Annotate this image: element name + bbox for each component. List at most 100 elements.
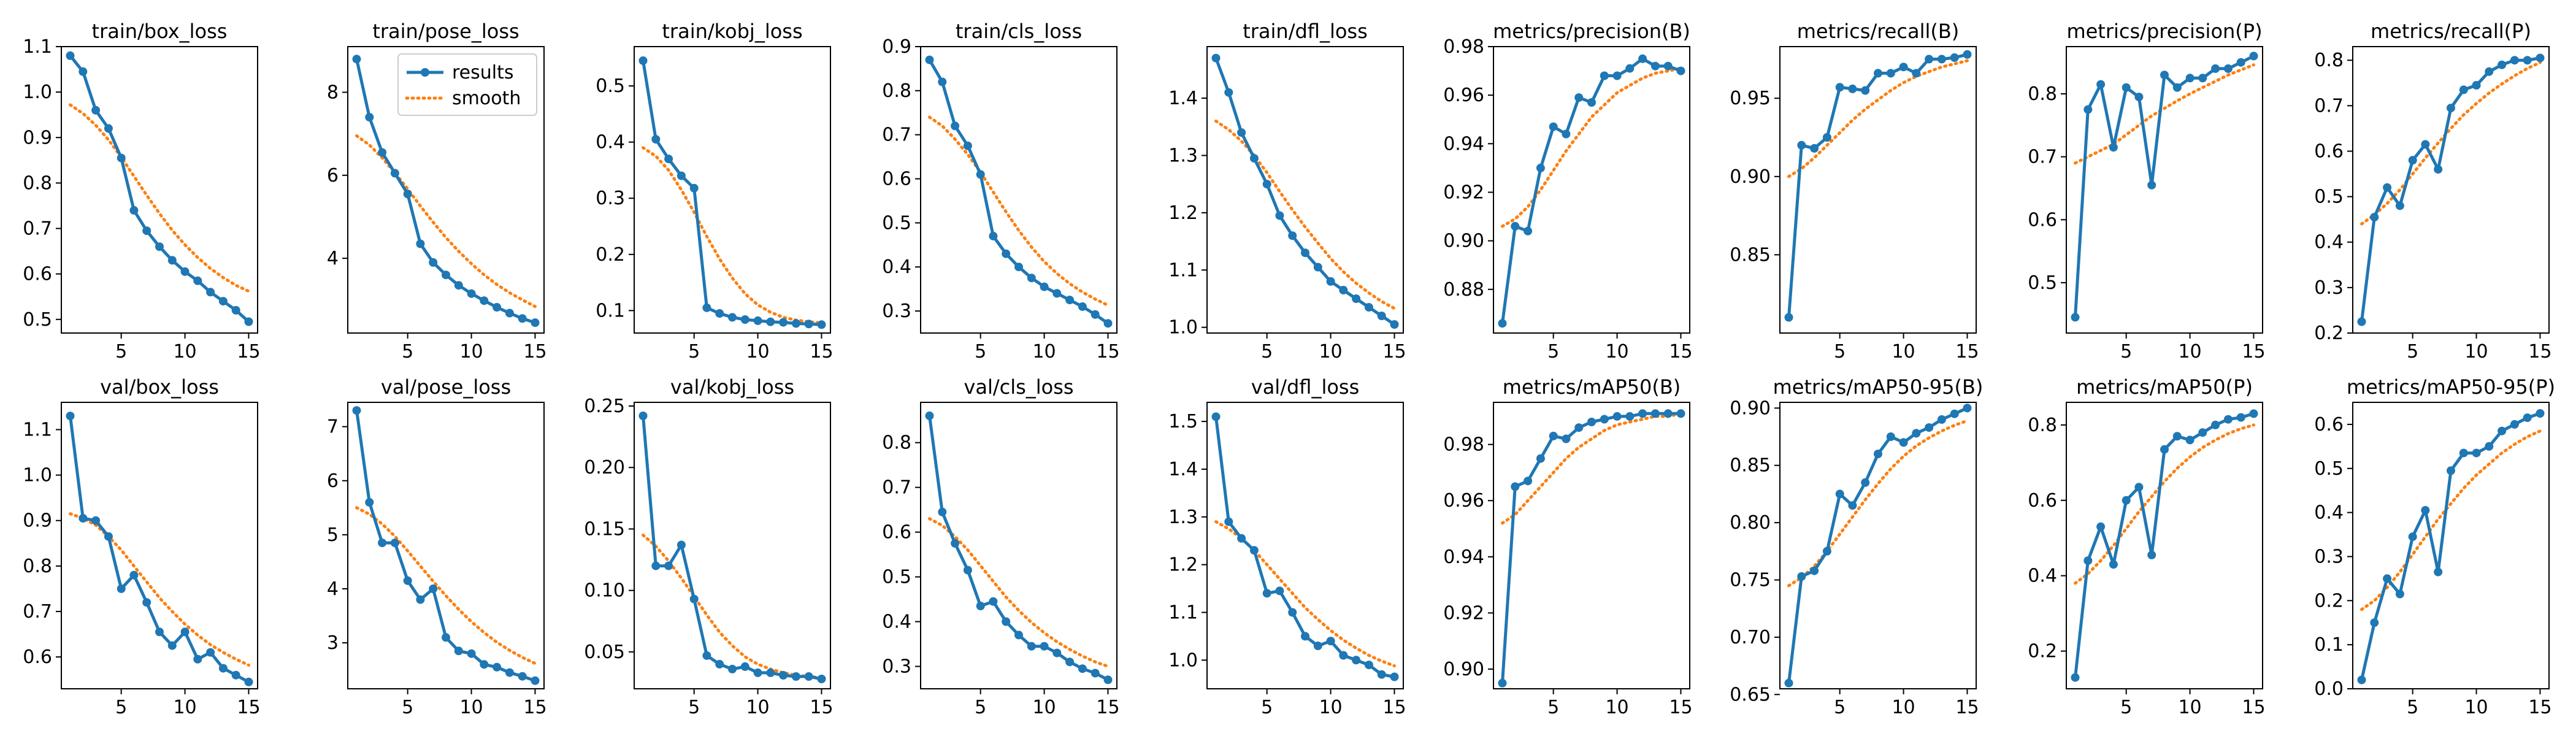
subplot-title: val/kobj_loss <box>670 375 794 399</box>
y-tick-label: 0.7 <box>23 601 52 623</box>
results-point <box>2370 213 2379 221</box>
results-point <box>1625 412 1634 421</box>
x-tick-label: 15 <box>523 341 546 362</box>
results-point <box>1638 409 1647 418</box>
y-tick-label: 3 <box>327 632 339 654</box>
results-point <box>1912 69 1920 77</box>
y-tick-label: 0.4 <box>2028 565 2057 587</box>
results-point <box>2173 432 2182 440</box>
results-point <box>454 281 463 289</box>
smooth-line <box>930 117 1108 305</box>
subplot-title: train/cls_loss <box>956 20 1082 43</box>
results-point <box>1899 63 1908 71</box>
results-point <box>206 648 215 657</box>
results-point <box>1078 302 1087 311</box>
results-point <box>1785 313 1793 322</box>
results-point <box>1339 651 1347 660</box>
results-point <box>1797 572 1806 581</box>
results-point <box>1511 482 1519 491</box>
y-tick-label: 0.3 <box>882 301 911 322</box>
results-point <box>2497 61 2506 69</box>
results-point <box>365 113 374 121</box>
legend-results-label: results <box>452 62 514 83</box>
results-point <box>1352 656 1360 664</box>
y-tick-label: 1.5 <box>1168 411 1198 432</box>
results-point <box>2109 143 2118 151</box>
results-point <box>206 288 215 296</box>
results-point <box>1899 438 1908 447</box>
results-point <box>1365 661 1373 669</box>
subplot-title: metrics/mAP50-95(P) <box>2347 375 2555 399</box>
results-point <box>91 106 100 115</box>
smooth-line <box>1503 413 1681 523</box>
axes-frame <box>1780 47 1976 333</box>
y-tick-label: 0.7 <box>23 218 52 240</box>
results-point <box>66 412 75 420</box>
results-point <box>467 289 476 298</box>
results-line <box>71 416 249 682</box>
y-tick-label: 0.96 <box>1443 85 1484 106</box>
y-tick-label: 0.3 <box>2314 277 2344 299</box>
y-tick-label: 0.5 <box>2314 458 2344 480</box>
results-point <box>353 406 361 415</box>
subplot-title: metrics/precision(P) <box>2066 20 2262 43</box>
results-point <box>1378 312 1386 320</box>
subplot-title: metrics/precision(B) <box>1493 20 1690 43</box>
results-point <box>1677 409 1685 418</box>
results-point <box>1536 454 1545 463</box>
results-point <box>1314 263 1322 272</box>
results-point <box>2134 93 2143 101</box>
y-tick-label: 0.1 <box>2314 634 2344 656</box>
results-point <box>2523 413 2532 422</box>
subplot-title: metrics/mAP50(B) <box>1503 375 1681 399</box>
results-point <box>651 562 660 570</box>
y-tick-label: 0.20 <box>584 457 625 478</box>
results-point <box>2122 496 2131 505</box>
y-tick-label: 0.5 <box>596 75 625 97</box>
subplot-metrics-recall-p: metrics/recall(P)5 10 150.20.30.40.50.60.7… <box>2314 20 2551 362</box>
results-point <box>2383 574 2391 583</box>
results-line <box>643 416 822 679</box>
results-point <box>378 148 386 157</box>
subplot-title: val/cls_loss <box>964 375 1073 399</box>
results-point <box>2096 80 2105 89</box>
y-tick-label: 0.9 <box>23 510 52 532</box>
subplot-title: metrics/recall(B) <box>1797 20 1960 43</box>
x-tick-label: 15 <box>810 697 833 718</box>
results-point <box>989 232 997 240</box>
results-point <box>2173 83 2182 92</box>
results-point <box>805 672 813 681</box>
results-point <box>1002 250 1010 258</box>
y-tick-label: 0.8 <box>2314 50 2344 71</box>
results-point <box>365 498 374 507</box>
y-tick-label: 6 <box>327 470 339 492</box>
results-point <box>1224 518 1233 526</box>
results-point <box>926 56 934 64</box>
y-tick-label: 0.4 <box>882 611 911 633</box>
y-tick-label: 0.2 <box>2314 590 2344 611</box>
results-point <box>951 539 959 548</box>
x-tick-label: 5 <box>115 697 127 718</box>
results-point <box>1887 432 1895 441</box>
results-point <box>651 135 660 144</box>
results-point <box>951 121 959 130</box>
smooth-line <box>71 514 249 665</box>
x-tick-label: 15 <box>1955 697 1979 718</box>
y-tick-label: 0.8 <box>23 172 52 194</box>
results-point <box>1562 130 1570 139</box>
results-point <box>2497 427 2506 435</box>
results-point <box>2447 466 2455 475</box>
smooth-line <box>2362 63 2540 224</box>
results-point <box>1912 429 1920 437</box>
y-tick-label: 7 <box>327 416 339 438</box>
x-tick-label: 5 <box>2120 697 2132 718</box>
x-tick-label: 15 <box>1669 341 1692 362</box>
results-point <box>2536 409 2545 418</box>
results-point <box>2434 165 2442 174</box>
x-tick-label: 10 <box>2464 341 2488 362</box>
results-point <box>1263 589 1271 597</box>
results-point <box>1040 283 1049 291</box>
results-point <box>2198 74 2207 82</box>
results-point <box>531 318 540 327</box>
legend-smooth-label: smooth <box>452 88 521 109</box>
